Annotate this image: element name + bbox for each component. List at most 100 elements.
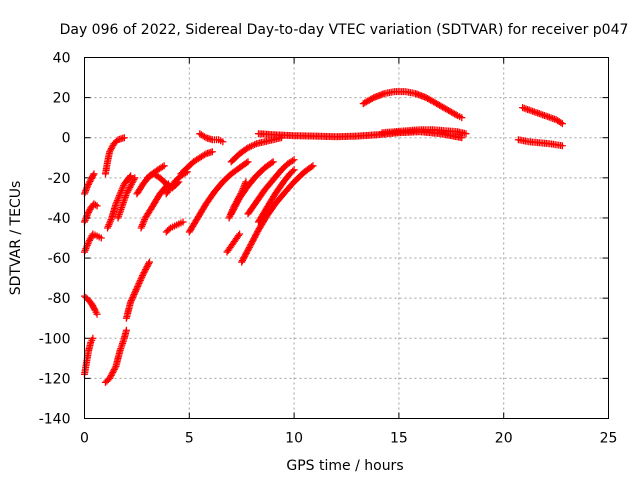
data-marker [126, 173, 134, 181]
data-marker [243, 159, 251, 167]
data-marker [86, 236, 94, 244]
data-marker [84, 180, 92, 188]
data-point [290, 166, 298, 174]
data-marker [308, 163, 316, 171]
data-marker [131, 289, 139, 297]
data-marker [86, 177, 94, 185]
data-marker [106, 219, 114, 227]
x-tick-label: 25 [600, 431, 618, 447]
data-marker [104, 222, 112, 230]
data-point [90, 170, 98, 178]
data-marker [249, 141, 257, 149]
data-point [208, 148, 216, 156]
data-point [97, 234, 105, 242]
data-marker [124, 187, 132, 195]
data-marker [123, 188, 131, 196]
data-marker [113, 198, 121, 206]
data-marker [113, 197, 121, 205]
data-marker [145, 260, 153, 268]
data-marker [129, 293, 137, 301]
y-tick-label: 40 [53, 51, 71, 67]
data-marker [134, 281, 142, 289]
data-marker [82, 245, 90, 253]
data-marker [88, 173, 96, 181]
data-point [112, 200, 120, 208]
data-marker [132, 286, 140, 294]
data-marker [86, 235, 94, 243]
data-marker [106, 373, 114, 381]
y-tick-label: -20 [48, 171, 71, 187]
data-marker [246, 143, 254, 151]
data-marker [109, 368, 117, 376]
y-tick-label: -80 [48, 291, 71, 307]
data-marker [143, 263, 151, 271]
data-point [93, 202, 101, 210]
data-point [84, 210, 92, 218]
data-point [269, 158, 277, 166]
data-marker [136, 276, 144, 284]
data-marker [368, 94, 376, 102]
data-marker [138, 222, 146, 230]
data-point [133, 284, 141, 292]
data-marker [107, 371, 115, 379]
data-marker [130, 290, 138, 298]
y-tick-label: -120 [39, 371, 71, 387]
data-point [87, 176, 95, 184]
data-marker [125, 185, 133, 193]
x-tick-label: 5 [185, 431, 194, 447]
data-marker [159, 163, 167, 171]
data-point [244, 144, 252, 152]
data-marker [118, 185, 126, 193]
data-marker [200, 133, 208, 141]
data-marker [140, 217, 148, 225]
data-point [85, 238, 93, 246]
data-marker [452, 111, 460, 119]
data-point [137, 224, 145, 232]
data-marker [89, 303, 97, 311]
data-marker [129, 292, 137, 300]
data-point [309, 162, 317, 170]
data-point [104, 224, 112, 232]
data-marker [114, 195, 122, 203]
data-point [219, 138, 227, 146]
data-point [93, 310, 101, 318]
data-marker [111, 364, 119, 372]
data-marker [137, 275, 145, 283]
data-marker [134, 283, 142, 291]
data-point [106, 374, 114, 382]
x-axis-label: GPS time / hours [286, 458, 403, 474]
x-tick-labels: 0 5 10 15 20 25 [80, 431, 617, 447]
data-point [558, 120, 566, 128]
data-marker [110, 367, 118, 375]
x-tick-label: 15 [390, 431, 408, 447]
data-marker [105, 221, 113, 229]
x-tick-label: 10 [285, 431, 303, 447]
data-marker [115, 192, 123, 200]
data-marker [106, 217, 114, 225]
data-point [179, 218, 187, 226]
data-marker [118, 187, 126, 195]
data-marker [85, 179, 93, 187]
data-point [458, 134, 466, 142]
data-point [120, 134, 128, 142]
data-marker [138, 221, 146, 229]
y-tick-label: -100 [39, 331, 71, 347]
data-marker [128, 295, 136, 303]
data-marker [127, 180, 135, 188]
data-marker [141, 267, 149, 275]
grid [84, 57, 609, 419]
data-marker [108, 370, 116, 378]
data-point [127, 298, 135, 306]
data-point [139, 270, 147, 278]
data-point [290, 156, 298, 164]
data-marker [106, 146, 114, 154]
data-marker [138, 272, 146, 280]
data-marker [235, 231, 243, 239]
data-marker [128, 179, 136, 187]
data-marker [90, 305, 98, 313]
x-tick-label: 0 [80, 431, 89, 447]
x-tick-label: 20 [495, 431, 513, 447]
y-tick-label: 20 [53, 91, 71, 107]
y-tick-labels: 40 20 0 -20 -40 -60 -80 -100 -120 -140 [39, 51, 71, 428]
y-tick-label: -40 [48, 211, 71, 227]
